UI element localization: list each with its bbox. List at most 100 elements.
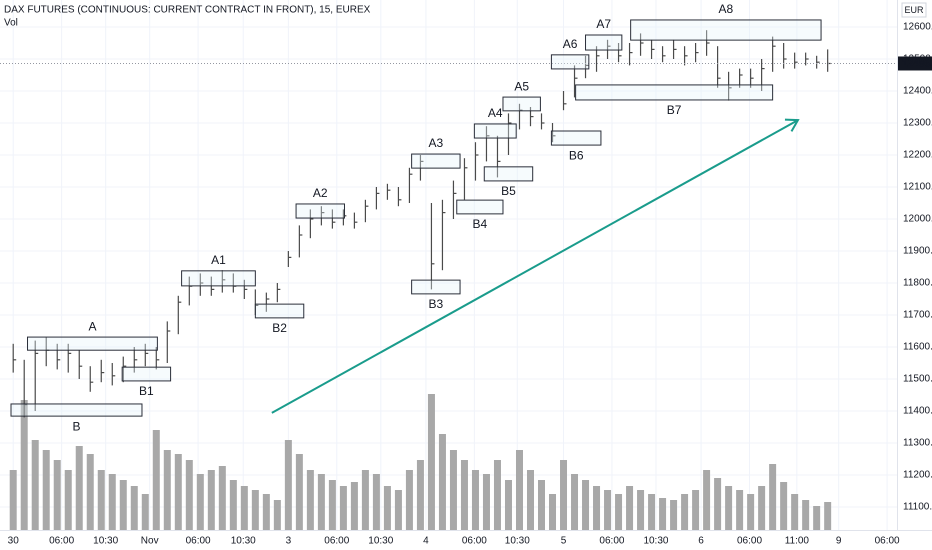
volume-bar (493, 460, 501, 530)
y-tick-label: 11800.0 (903, 278, 932, 289)
volume-bar (317, 474, 325, 530)
volume-bar (813, 506, 821, 530)
x-tick-label: 10:30 (505, 536, 530, 547)
volume-bar (615, 494, 623, 530)
volume-bar (152, 430, 160, 530)
zone-box (585, 34, 623, 51)
volume-bar (571, 474, 579, 530)
y-tick-label: 11900.0 (903, 246, 932, 257)
x-tick-label: 3 (286, 536, 292, 547)
volume-bar (626, 486, 634, 530)
zone-box (483, 166, 534, 182)
volume-bar (714, 478, 722, 530)
volume-bar (637, 490, 645, 530)
zone-box (254, 303, 305, 319)
volume-bar (670, 500, 678, 530)
zone-box (550, 54, 590, 70)
volume-bar (130, 486, 138, 530)
volume-bar (526, 470, 534, 530)
zone-box (456, 199, 504, 215)
volume-bar (538, 480, 546, 530)
zone-box (10, 403, 143, 417)
y-tick-label: 11700.0 (903, 310, 932, 321)
x-tick-label: 9 (836, 536, 842, 547)
volume-bar (405, 470, 413, 530)
currency-box (901, 2, 927, 18)
volume-bar (515, 450, 523, 530)
x-tick-label: Nov (141, 536, 159, 547)
volume-bar (207, 470, 215, 530)
zone-label: A4 (488, 106, 503, 120)
zone-box (411, 279, 461, 295)
x-tick-label: 10:30 (231, 536, 256, 547)
volume-bar (119, 480, 127, 530)
zone-box (411, 153, 461, 169)
volume-bar (692, 490, 700, 530)
zone-label: B4 (473, 217, 488, 231)
volume-bar (791, 494, 799, 530)
volume-bar (648, 494, 656, 530)
volume-bar (659, 498, 667, 530)
zone-label: B1 (139, 384, 154, 398)
last-price-label: 12486.0 (902, 59, 932, 70)
zone-label: A (88, 319, 96, 333)
volume-bar (339, 486, 347, 530)
zone-box (295, 203, 345, 219)
x-tick-label: 06:00 (599, 536, 624, 547)
last-price-box (898, 56, 932, 71)
volume-bar (416, 460, 424, 530)
x-tick-label: 06:00 (49, 536, 74, 547)
y-tick-label: 11100.0 (903, 502, 932, 513)
volume-bar (560, 460, 568, 530)
y-tick-label: 11200.0 (903, 470, 932, 481)
zone-box (27, 336, 158, 351)
volume-bar (240, 486, 248, 530)
volume-bar (681, 494, 689, 530)
zone-label: A2 (313, 186, 328, 200)
y-tick-label: 12400.0 (903, 86, 932, 97)
zone-box (550, 130, 602, 146)
zone-label: B6 (569, 148, 584, 162)
y-tick-label: 11300.0 (903, 438, 932, 449)
zone-label: A7 (596, 17, 611, 31)
y-tick-label: 12600.0 (903, 22, 932, 33)
volume-bar (372, 474, 380, 530)
zone-box (181, 270, 256, 287)
volume-bar (141, 494, 149, 530)
y-tick-label: 11600.0 (903, 342, 932, 353)
x-tick-label: 10:30 (368, 536, 393, 547)
zone-label: A1 (211, 253, 226, 267)
volume-bar (449, 450, 457, 530)
volume-bar (725, 486, 733, 530)
volume-bar (482, 474, 490, 530)
x-tick-label: 30 (8, 536, 20, 547)
x-tick-label: 11:00 (785, 536, 810, 547)
volume-bar (306, 470, 314, 530)
volume-bar (824, 502, 832, 530)
axes: 11100.0 11200.0 11300.0 11400.0 11500.0 11600… (8, 22, 932, 547)
zone-label: A5 (514, 79, 529, 93)
currency: EUR (904, 5, 924, 15)
zone-label: B2 (272, 321, 287, 335)
x-tick-label: 06:00 (324, 536, 349, 547)
volume-bar (736, 490, 744, 530)
volume-bar (229, 480, 237, 530)
y-tick-label: 12100.0 (903, 182, 932, 193)
y-tick-label: 11500.0 (903, 374, 932, 385)
volume-bar (86, 454, 94, 530)
volume-bar (549, 494, 557, 530)
volume-bar (460, 460, 468, 530)
x-tick-label: 06:00 (875, 536, 900, 547)
volume-bar (769, 464, 777, 530)
volume (9, 394, 832, 530)
x-tick-label: 5 (561, 536, 567, 547)
trend-arrow (271, 119, 799, 414)
volume-bar (196, 474, 204, 530)
zone-label: B3 (428, 297, 443, 311)
x-tick-label: 10:30 (643, 536, 668, 547)
y-tick-label: 12300.0 (903, 118, 932, 129)
x-tick-label: 4 (423, 536, 429, 547)
volume-bar (53, 460, 61, 530)
volume-bar (42, 450, 50, 530)
